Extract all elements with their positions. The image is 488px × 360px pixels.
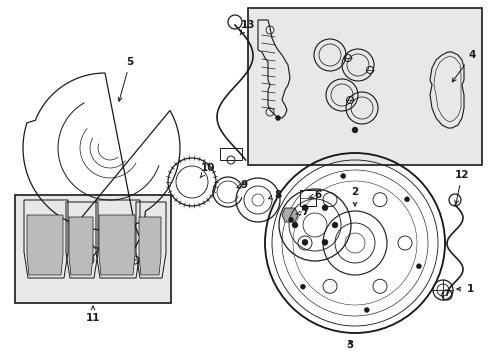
Polygon shape — [27, 215, 63, 275]
Text: 1: 1 — [456, 284, 473, 294]
Circle shape — [275, 116, 280, 121]
Text: 9: 9 — [237, 180, 247, 190]
Polygon shape — [282, 208, 297, 222]
Circle shape — [321, 205, 327, 211]
Circle shape — [404, 197, 409, 202]
Text: 2: 2 — [351, 187, 358, 206]
Circle shape — [351, 127, 357, 133]
Bar — [220, 148, 242, 160]
Circle shape — [340, 174, 345, 179]
Polygon shape — [139, 217, 161, 275]
Text: 13: 13 — [240, 20, 255, 35]
Text: 5: 5 — [118, 57, 133, 101]
Circle shape — [364, 307, 368, 312]
Bar — [247, 8, 481, 165]
Circle shape — [321, 239, 327, 245]
Circle shape — [288, 217, 293, 222]
Circle shape — [302, 205, 307, 211]
Text: 3: 3 — [346, 340, 353, 350]
Circle shape — [416, 264, 421, 269]
Circle shape — [331, 222, 337, 228]
Circle shape — [302, 239, 307, 245]
Text: 10: 10 — [200, 163, 215, 178]
Bar — [15, 195, 171, 303]
Text: 6: 6 — [308, 190, 321, 200]
Text: 4: 4 — [451, 50, 475, 82]
Polygon shape — [69, 217, 93, 275]
Text: 7: 7 — [295, 207, 308, 217]
Bar — [299, 190, 315, 206]
Circle shape — [300, 284, 305, 289]
Text: 11: 11 — [85, 306, 100, 323]
Polygon shape — [99, 215, 135, 275]
Text: 8: 8 — [268, 190, 281, 200]
Circle shape — [291, 222, 297, 228]
Text: 12: 12 — [454, 170, 468, 204]
